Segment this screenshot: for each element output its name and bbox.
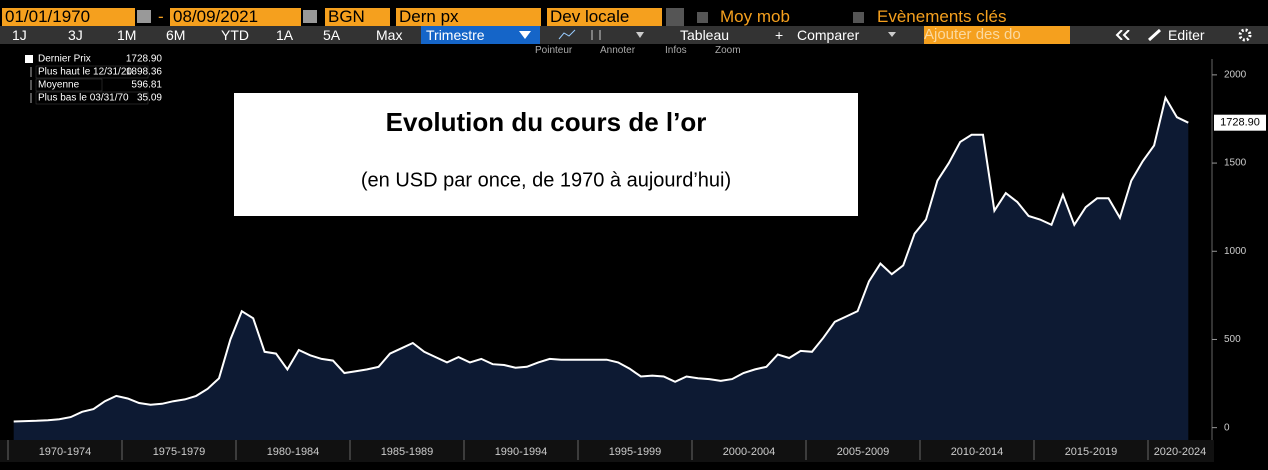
title-box bbox=[234, 93, 858, 216]
x-tick-label: 1980-1984 bbox=[267, 446, 320, 458]
legend-value: 1898.36 bbox=[126, 67, 163, 78]
period-button[interactable]: YTD bbox=[221, 27, 249, 43]
date-dash: - bbox=[158, 7, 164, 26]
tool-button[interactable]: Infos bbox=[665, 45, 687, 56]
price-field[interactable]: Dern px bbox=[396, 8, 541, 26]
chart-subtitle: (en USD par once, de 1970 à aujourd’hui) bbox=[361, 169, 731, 191]
y-tick-label: 2000 bbox=[1224, 70, 1247, 81]
legend-label: Plus haut le 12/31/20 bbox=[38, 67, 132, 78]
legend-label: Plus bas le 03/31/70 bbox=[38, 93, 129, 104]
legend-value: 1728.90 bbox=[126, 54, 163, 65]
x-tick-label: 2015-2019 bbox=[1065, 446, 1118, 458]
chart-style-icons[interactable] bbox=[556, 28, 646, 42]
legend-marker bbox=[25, 55, 33, 63]
pencil-icon bbox=[1148, 29, 1162, 41]
x-tick-label: 2005-2009 bbox=[837, 446, 890, 458]
edit-button[interactable]: Editer bbox=[1168, 27, 1205, 43]
collapse-icon[interactable] bbox=[1115, 30, 1131, 40]
legend-label-bg bbox=[35, 91, 149, 105]
x-tick-label: 2010-2014 bbox=[951, 446, 1004, 458]
tool-button[interactable]: Pointeur bbox=[535, 45, 573, 56]
x-tick-label: 1990-1994 bbox=[495, 446, 548, 458]
start-date[interactable]: 01/01/1970 bbox=[2, 8, 135, 26]
y-tick-label: 1000 bbox=[1224, 246, 1247, 257]
x-tick-label: 1970-1974 bbox=[39, 446, 92, 458]
moving-average-toggle[interactable]: Moy mob bbox=[720, 7, 790, 26]
legend-label: Dernier Prix bbox=[38, 54, 91, 65]
chart-title: Evolution du cours de l’or bbox=[386, 107, 707, 137]
plus-icon: + bbox=[775, 27, 784, 43]
calendar-icon[interactable] bbox=[303, 10, 317, 23]
events-toggle[interactable]: Evènements clés bbox=[877, 7, 1007, 26]
frequency-selected-bg bbox=[421, 26, 540, 44]
settings-icon[interactable] bbox=[1238, 28, 1252, 42]
x-tick-label: 2020-2024 bbox=[1154, 446, 1207, 458]
table-button[interactable]: Tableau bbox=[680, 27, 730, 43]
dropdown-arrow bbox=[519, 31, 531, 39]
x-axis-band bbox=[0, 440, 1214, 462]
x-tick-label: 1985-1989 bbox=[381, 446, 434, 458]
checkbox[interactable] bbox=[697, 12, 708, 23]
tool-button[interactable]: Zoom bbox=[715, 45, 741, 56]
calendar-icon[interactable] bbox=[137, 10, 151, 23]
period-button[interactable]: 5A bbox=[323, 27, 341, 43]
tool-button[interactable]: Annoter bbox=[600, 45, 636, 56]
period-button[interactable]: Max bbox=[376, 27, 403, 43]
price-line bbox=[13, 95, 1189, 423]
period-button[interactable]: 6M bbox=[166, 27, 186, 43]
x-tick-label: 1995-1999 bbox=[609, 446, 662, 458]
x-tick-label: 2000-2004 bbox=[723, 446, 776, 458]
last-price-label: 1728.90 bbox=[1220, 117, 1260, 129]
period-button[interactable]: 1M bbox=[117, 27, 137, 43]
chart: 0 500 1000 1500 2000 1728.90 1970-1974 1975-197… bbox=[0, 54, 1266, 462]
dropdown-button[interactable] bbox=[666, 8, 684, 26]
legend-label-bg bbox=[35, 65, 149, 79]
period-button[interactable]: 3J bbox=[68, 27, 83, 43]
legend-label-bg bbox=[35, 78, 103, 92]
period-button[interactable]: 1J bbox=[12, 27, 27, 43]
end-date[interactable]: 08/09/2021 bbox=[170, 8, 301, 26]
currency-field[interactable]: Dev locale bbox=[547, 8, 662, 26]
period-button[interactable]: 1A bbox=[276, 27, 294, 43]
checkbox[interactable] bbox=[853, 12, 864, 23]
compare-button[interactable]: Comparer bbox=[797, 27, 860, 43]
add-input[interactable]: Ajouter des do bbox=[924, 26, 1070, 44]
legend-label: Moyenne bbox=[38, 80, 80, 91]
y-tick-label: 1500 bbox=[1224, 158, 1247, 169]
legend-value: 35.09 bbox=[137, 93, 162, 104]
legend-value: 596.81 bbox=[131, 80, 162, 91]
y-tick-label: 500 bbox=[1224, 334, 1241, 345]
source-field[interactable]: BGN bbox=[325, 8, 390, 26]
last-price-tag bbox=[1214, 114, 1266, 131]
dropdown-arrow bbox=[888, 32, 896, 37]
x-tick-label: 1975-1979 bbox=[153, 446, 206, 458]
y-tick-label: 0 bbox=[1224, 422, 1230, 433]
frequency-button[interactable]: Trimestre bbox=[426, 27, 485, 43]
